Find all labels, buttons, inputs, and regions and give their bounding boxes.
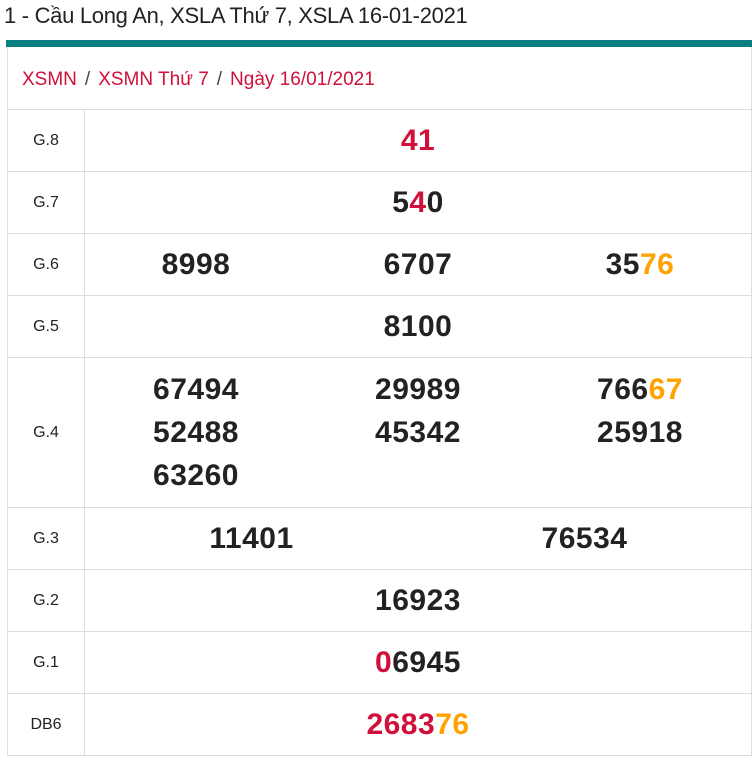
breadcrumb-separator: / bbox=[216, 69, 223, 90]
prize-row-g4: G.4 67494 52488 63260 29989 45342 76667 25918 bbox=[8, 358, 751, 508]
number-segment-black: 8998 bbox=[161, 248, 231, 281]
prize-number: 11401 bbox=[209, 517, 293, 560]
number-segment-black: 52488 bbox=[153, 416, 239, 449]
number-segment-black: 6707 bbox=[383, 248, 453, 281]
number-segment-black: 63260 bbox=[153, 459, 239, 492]
prize-column: 3576 bbox=[529, 243, 751, 286]
prize-number: 25918 bbox=[597, 411, 683, 454]
prize-column: 76667 25918 bbox=[529, 368, 751, 454]
prize-column: 16923 bbox=[85, 579, 751, 622]
breadcrumb-xsmn[interactable]: XSMN bbox=[22, 69, 77, 90]
prize-number: 76534 bbox=[542, 517, 628, 560]
number-segment-black: 67494 bbox=[153, 373, 239, 406]
prize-number: 41 bbox=[401, 119, 435, 162]
prize-number: 67494 bbox=[153, 368, 239, 411]
prize-column: 540 bbox=[85, 181, 751, 224]
prize-label: G.3 bbox=[8, 508, 85, 569]
breadcrumb: XSMN / XSMN Thứ 7 / Ngày 16/01/2021 bbox=[8, 47, 751, 110]
prize-column: 41 bbox=[85, 119, 751, 162]
number-segment-black: 6945 bbox=[392, 646, 461, 679]
prize-label: G.6 bbox=[8, 234, 85, 295]
number-segment-orange: 76 bbox=[435, 708, 470, 741]
prize-values: 06945 bbox=[85, 632, 751, 693]
prize-row-db6: DB6 268376 bbox=[8, 694, 751, 756]
prize-values: 540 bbox=[85, 172, 751, 233]
prize-row-g3: G.3 11401 76534 bbox=[8, 508, 751, 570]
prize-column: 268376 bbox=[85, 703, 751, 746]
number-segment-orange: 76 bbox=[640, 248, 675, 281]
prize-number: 45342 bbox=[375, 411, 461, 454]
prize-values: 11401 76534 bbox=[85, 508, 751, 569]
prize-values: 67494 52488 63260 29989 45342 76667 25918 bbox=[85, 358, 751, 507]
prize-label: G.1 bbox=[8, 632, 85, 693]
number-segment-black: 16923 bbox=[375, 584, 461, 617]
number-segment-red: 0 bbox=[375, 646, 393, 679]
prize-values: 8998 6707 3576 bbox=[85, 234, 751, 295]
prize-row-g6: G.6 8998 6707 3576 bbox=[8, 234, 751, 296]
prize-values: 8100 bbox=[85, 296, 751, 357]
prize-values: 268376 bbox=[85, 694, 751, 755]
number-segment-red: 2683 bbox=[366, 708, 436, 741]
prize-row-g8: G.8 41 bbox=[8, 110, 751, 172]
number-segment-orange: 67 bbox=[648, 373, 683, 406]
number-segment-black: 8100 bbox=[383, 310, 453, 343]
number-segment-black: 766 bbox=[597, 373, 649, 406]
page-title: 1 - Cầu Long An, XSLA Thứ 7, XSLA 16-01-… bbox=[4, 3, 468, 28]
prize-column: 06945 bbox=[85, 641, 751, 684]
prize-number: 52488 bbox=[153, 411, 239, 454]
prize-number: 8100 bbox=[384, 305, 453, 348]
prize-label: G.7 bbox=[8, 172, 85, 233]
prize-number: 6707 bbox=[384, 243, 453, 286]
breadcrumb-xsmn-thu-7[interactable]: XSMN Thứ 7 bbox=[98, 69, 209, 90]
number-segment-black: 5 bbox=[392, 186, 410, 219]
prize-column: 11401 bbox=[85, 517, 418, 560]
prize-label: G.8 bbox=[8, 110, 85, 171]
number-segment-black: 11401 bbox=[209, 522, 294, 555]
number-segment-black: 76534 bbox=[541, 522, 628, 555]
number-segment-black: 45342 bbox=[375, 416, 461, 449]
prize-row-g2: G.2 16923 bbox=[8, 570, 751, 632]
prize-column: 8998 bbox=[85, 243, 307, 286]
prize-column: 6707 bbox=[307, 243, 529, 286]
results-table: XSMN / XSMN Thứ 7 / Ngày 16/01/2021 G.8 41 G.7… bbox=[7, 47, 752, 756]
prize-column: 67494 52488 63260 bbox=[85, 368, 307, 497]
breadcrumb-separator: / bbox=[84, 69, 91, 90]
number-segment-black: 35 bbox=[605, 248, 640, 281]
prize-label: G.2 bbox=[8, 570, 85, 631]
number-segment-black: 25918 bbox=[597, 416, 683, 449]
prize-number: 16923 bbox=[375, 579, 461, 622]
number-segment-black: 0 bbox=[426, 186, 444, 219]
breadcrumb-date[interactable]: Ngày 16/01/2021 bbox=[230, 69, 375, 90]
prize-number: 540 bbox=[392, 181, 444, 224]
prize-row-g7: G.7 540 bbox=[8, 172, 751, 234]
prize-column: 8100 bbox=[85, 305, 751, 348]
prize-number: 29989 bbox=[375, 368, 461, 411]
number-segment-red: 41 bbox=[400, 124, 436, 157]
number-segment-black: 29989 bbox=[375, 373, 461, 406]
prize-row-g1: G.1 06945 bbox=[8, 632, 751, 694]
prize-column: 29989 45342 bbox=[307, 368, 529, 454]
prize-values: 16923 bbox=[85, 570, 751, 631]
prize-number: 268376 bbox=[366, 703, 469, 746]
header-divider bbox=[6, 40, 752, 47]
prize-label: DB6 bbox=[8, 694, 85, 755]
prize-rows: G.8 41 G.7 540 G.6 8998 6707 3576 G.5 8100 G.4 6749… bbox=[8, 110, 751, 756]
prize-number: 3576 bbox=[606, 243, 675, 286]
prize-row-g5: G.5 8100 bbox=[8, 296, 751, 358]
prize-column: 76534 bbox=[418, 517, 751, 560]
prize-number: 06945 bbox=[375, 641, 461, 684]
prize-label: G.5 bbox=[8, 296, 85, 357]
prize-number: 63260 bbox=[153, 454, 239, 497]
prize-label: G.4 bbox=[8, 358, 85, 507]
prize-number: 8998 bbox=[162, 243, 231, 286]
number-segment-red: 4 bbox=[409, 186, 427, 219]
prize-values: 41 bbox=[85, 110, 751, 171]
prize-number: 76667 bbox=[597, 368, 683, 411]
